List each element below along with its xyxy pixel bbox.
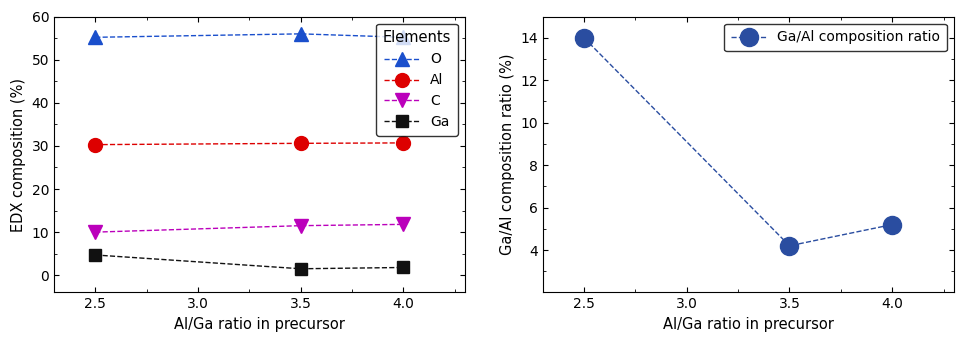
X-axis label: Al/Ga ratio in precursor: Al/Ga ratio in precursor <box>175 317 345 332</box>
C <box>398 222 409 226</box>
C <box>295 224 307 228</box>
Al <box>398 141 409 145</box>
Ga <box>295 267 307 271</box>
O <box>90 35 101 39</box>
Line: Ga/Al composition ratio: Ga/Al composition ratio <box>575 29 901 255</box>
C <box>90 230 101 234</box>
O <box>398 35 409 39</box>
Legend: O, Al, C, Ga: O, Al, C, Ga <box>376 24 458 136</box>
Ga/Al composition ratio <box>784 244 795 248</box>
Al <box>90 143 101 147</box>
Y-axis label: EDX composition (%): EDX composition (%) <box>12 78 26 232</box>
Line: Al: Al <box>89 136 410 152</box>
Line: Ga: Ga <box>90 249 409 274</box>
Ga/Al composition ratio <box>578 36 590 40</box>
Line: C: C <box>89 217 410 239</box>
Legend: Ga/Al composition ratio: Ga/Al composition ratio <box>724 24 947 51</box>
Al <box>295 141 307 145</box>
Ga/Al composition ratio <box>887 223 898 227</box>
O <box>295 32 307 36</box>
Ga <box>90 253 101 257</box>
Y-axis label: Ga/Al composition ratio (%): Ga/Al composition ratio (%) <box>500 54 515 255</box>
X-axis label: Al/Ga ratio in precursor: Al/Ga ratio in precursor <box>663 317 834 332</box>
Ga <box>398 265 409 270</box>
Line: O: O <box>89 27 410 44</box>
